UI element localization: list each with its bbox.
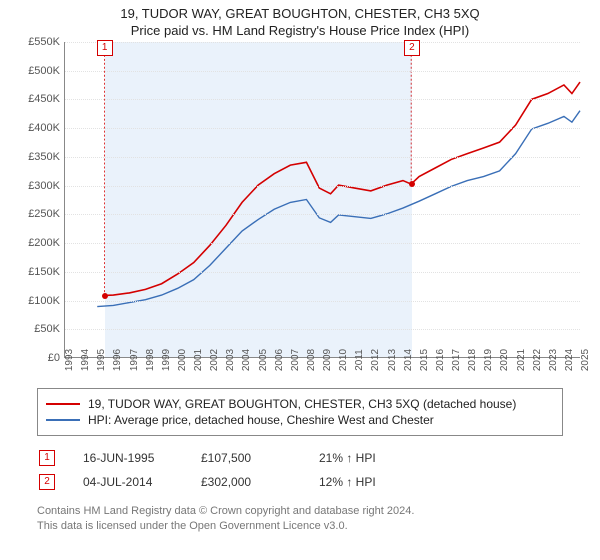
sales-table-row: 2 04-JUL-2014 £302,000 12% ↑ HPI	[37, 470, 563, 494]
y-tick-label: £400K	[28, 122, 60, 134]
sale-marker-dot	[102, 293, 108, 299]
legend-swatch	[46, 403, 80, 405]
x-tick-label: 2004	[241, 349, 252, 371]
sales-row-price: £107,500	[201, 451, 291, 465]
x-tick-label: 2016	[435, 349, 446, 371]
sales-table-row: 1 16-JUN-1995 £107,500 21% ↑ HPI	[37, 446, 563, 470]
y-tick-label: £100K	[28, 295, 60, 307]
footer-attribution: Contains HM Land Registry data © Crown c…	[37, 504, 563, 535]
x-tick-label: 2014	[403, 349, 414, 371]
x-tick-label: 2024	[564, 349, 575, 371]
chart-container: 19, TUDOR WAY, GREAT BOUGHTON, CHESTER, …	[0, 0, 600, 535]
legend-swatch	[46, 419, 80, 421]
gridline	[65, 301, 580, 302]
sales-row-badge: 1	[39, 450, 55, 466]
plot-area: 12	[64, 42, 580, 358]
x-tick-label: 2020	[499, 349, 510, 371]
x-tick-label: 2013	[387, 349, 398, 371]
x-tick-label: 2023	[548, 349, 559, 371]
gridline	[65, 272, 580, 273]
gridline	[65, 243, 580, 244]
x-tick-label: 2012	[370, 349, 381, 371]
x-tick-label: 2009	[322, 349, 333, 371]
legend-row: HPI: Average price, detached house, Ches…	[46, 413, 554, 427]
chart-subtitle: Price paid vs. HM Land Registry's House …	[0, 23, 600, 38]
chart-titles: 19, TUDOR WAY, GREAT BOUGHTON, CHESTER, …	[0, 0, 600, 42]
x-tick-label: 2019	[483, 349, 494, 371]
y-tick-label: £0	[48, 352, 60, 364]
x-tick-label: 2017	[451, 349, 462, 371]
sales-row-date: 16-JUN-1995	[83, 451, 173, 465]
x-tick-label: 1998	[145, 349, 156, 371]
x-tick-label: 2003	[225, 349, 236, 371]
x-tick-label: 2005	[258, 349, 269, 371]
chart-lines-svg	[65, 42, 580, 357]
x-tick-label: 1996	[112, 349, 123, 371]
chart-title: 19, TUDOR WAY, GREAT BOUGHTON, CHESTER, …	[0, 6, 600, 21]
x-tick-label: 2010	[338, 349, 349, 371]
gridline	[65, 42, 580, 43]
x-tick-label: 2022	[532, 349, 543, 371]
x-tick-label: 2002	[209, 349, 220, 371]
legend-row: 19, TUDOR WAY, GREAT BOUGHTON, CHESTER, …	[46, 397, 554, 411]
sale-marker-dot	[409, 181, 415, 187]
footer-line-1: Contains HM Land Registry data © Crown c…	[37, 504, 563, 519]
legend: 19, TUDOR WAY, GREAT BOUGHTON, CHESTER, …	[37, 388, 563, 436]
gridline	[65, 71, 580, 72]
x-tick-label: 2007	[290, 349, 301, 371]
x-tick-label: 1999	[161, 349, 172, 371]
series-line-price_paid	[105, 82, 580, 295]
sales-row-price: £302,000	[201, 475, 291, 489]
y-tick-label: £200K	[28, 237, 60, 249]
x-tick-label: 1994	[80, 349, 91, 371]
footer-line-2: This data is licensed under the Open Gov…	[37, 519, 563, 534]
gridline	[65, 329, 580, 330]
gridline	[65, 186, 580, 187]
sales-table: 1 16-JUN-1995 £107,500 21% ↑ HPI 2 04-JUL-201…	[37, 446, 563, 494]
y-tick-label: £300K	[28, 180, 60, 192]
x-tick-label: 2001	[193, 349, 204, 371]
x-tick-label: 2006	[274, 349, 285, 371]
x-tick-label: 2008	[306, 349, 317, 371]
gridline	[65, 128, 580, 129]
x-tick-label: 2015	[419, 349, 430, 371]
x-tick-label: 2018	[467, 349, 478, 371]
legend-label: HPI: Average price, detached house, Ches…	[88, 413, 434, 427]
plot-box: £0 £50K £100K £150K £200K £250K £300K £350K £400…	[20, 42, 580, 382]
y-tick-label: £500K	[28, 65, 60, 77]
y-axis: £0 £50K £100K £150K £200K £250K £300K £350K £400…	[20, 42, 64, 382]
x-tick-label: 2021	[516, 349, 527, 371]
x-tick-label: 1995	[96, 349, 107, 371]
y-tick-label: £250K	[28, 208, 60, 220]
y-tick-label: £150K	[28, 266, 60, 278]
x-tick-label: 1993	[64, 349, 75, 371]
sales-row-date: 04-JUL-2014	[83, 475, 173, 489]
gridline	[65, 157, 580, 158]
sales-row-badge: 2	[39, 474, 55, 490]
sales-row-delta: 21% ↑ HPI	[319, 451, 409, 465]
y-tick-label: £50K	[34, 323, 60, 335]
y-tick-label: £450K	[28, 93, 60, 105]
x-axis: 1993199419951996199719981999200020012002…	[64, 358, 580, 382]
series-line-hpi	[97, 111, 580, 307]
legend-label: 19, TUDOR WAY, GREAT BOUGHTON, CHESTER, …	[88, 397, 516, 411]
y-tick-label: £550K	[28, 36, 60, 48]
gridline	[65, 214, 580, 215]
x-tick-label: 1997	[129, 349, 140, 371]
x-tick-label: 2025	[580, 349, 591, 371]
sales-row-delta: 12% ↑ HPI	[319, 475, 409, 489]
gridline	[65, 99, 580, 100]
sale-marker-badge: 1	[97, 40, 113, 56]
x-tick-label: 2011	[354, 349, 365, 371]
x-tick-label: 2000	[177, 349, 188, 371]
y-tick-label: £350K	[28, 151, 60, 163]
sale-marker-badge: 2	[404, 40, 420, 56]
